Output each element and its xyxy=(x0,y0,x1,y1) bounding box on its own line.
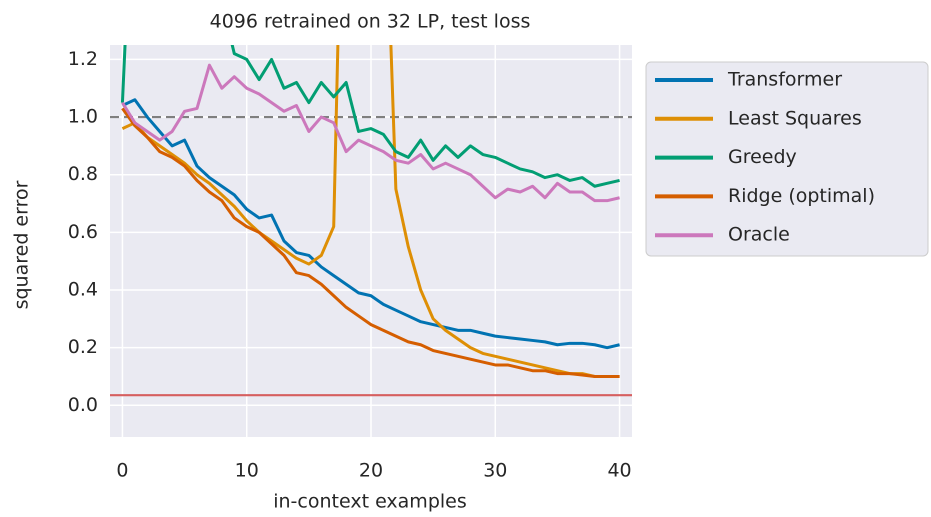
x-axis-label: in-context examples xyxy=(273,491,467,513)
x-tick-label: 40 xyxy=(607,460,631,482)
legend-box xyxy=(645,61,929,257)
y-tick-label: 1.0 xyxy=(68,106,98,128)
x-tick-label: 10 xyxy=(235,460,259,482)
series-line xyxy=(120,45,620,188)
series-line xyxy=(121,63,620,203)
y-tick-label: 0.0 xyxy=(68,394,98,416)
legend-label: Transformer xyxy=(727,69,842,91)
series-line xyxy=(121,107,620,378)
y-axis-label: squared error xyxy=(11,180,33,309)
plot-lines xyxy=(110,45,632,397)
y-tick-label: 0.4 xyxy=(68,279,98,301)
x-tick-label: 30 xyxy=(483,460,507,482)
y-tick-label: 1.2 xyxy=(68,48,98,70)
legend-label: Oracle xyxy=(728,224,790,246)
series-line xyxy=(121,98,620,350)
x-tick-label: 20 xyxy=(359,460,383,482)
legend-label: Greedy xyxy=(728,146,797,168)
legend-label: Least Squares xyxy=(728,107,862,129)
chart-title: 4096 retrained on 32 LP, test loss xyxy=(210,11,531,33)
series-line xyxy=(121,45,620,378)
y-tick-label: 0.6 xyxy=(68,221,98,243)
y-tick-label: 0.2 xyxy=(68,336,98,358)
legend: Transformer Least Squares Greedy Ridge (opt… xyxy=(655,69,875,246)
x-tick-label: 0 xyxy=(116,460,128,482)
legend-label: Ridge (optimal) xyxy=(728,185,875,207)
y-tick-label: 0.8 xyxy=(68,163,98,185)
